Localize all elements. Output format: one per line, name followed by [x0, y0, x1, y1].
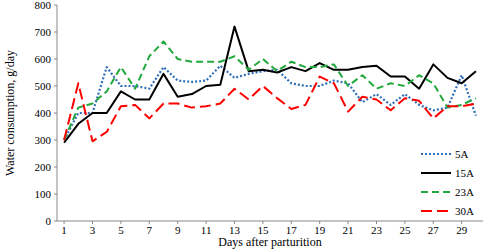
- y-tick-label: 600: [35, 53, 52, 65]
- x-tick-label: 25: [399, 224, 411, 236]
- series-line: [64, 66, 476, 140]
- chart: 0100200300400500600700800135791113151719…: [0, 0, 488, 250]
- y-tick-label: 800: [35, 0, 52, 11]
- x-tick-label: 27: [428, 224, 440, 236]
- y-axis-title: Water consumption, g/day: [3, 50, 17, 176]
- y-tick-label: 0: [46, 215, 52, 227]
- y-tick-label: 200: [35, 161, 52, 173]
- legend-swatch: [421, 191, 451, 193]
- series-line: [64, 27, 476, 143]
- x-axis-line: [57, 221, 483, 222]
- legend: 5A 15A 23A 30A: [421, 148, 474, 217]
- y-tick-label: 400: [35, 107, 52, 119]
- series-line: [64, 41, 476, 140]
- legend-label: 15A: [455, 167, 474, 179]
- legend-label: 23A: [455, 186, 474, 198]
- series-line: [64, 77, 476, 142]
- legend-swatch: [421, 153, 451, 155]
- x-tick-label: 1: [61, 224, 67, 236]
- series-group: [64, 27, 476, 143]
- legend-swatch: [421, 210, 451, 212]
- x-tick-label: 7: [147, 224, 153, 236]
- y-tick-label: 700: [35, 26, 52, 38]
- y-tick-label: 500: [35, 80, 52, 92]
- x-tick-label: 3: [90, 224, 96, 236]
- x-tick-label: 5: [118, 224, 124, 236]
- x-tick-label: 9: [175, 224, 181, 236]
- x-tick-label: 21: [343, 224, 354, 236]
- x-tick-label: 11: [201, 224, 212, 236]
- x-axis-title: Days after parturition: [218, 235, 321, 249]
- x-tick-label: 29: [456, 224, 468, 236]
- legend-swatch: [421, 172, 451, 174]
- y-axis-line: [57, 5, 58, 221]
- legend-label: 30A: [455, 205, 474, 217]
- y-tick-label: 300: [35, 134, 52, 146]
- y-tick-label: 100: [35, 188, 52, 200]
- legend-label: 5A: [455, 148, 469, 160]
- x-tick-label: 23: [371, 224, 383, 236]
